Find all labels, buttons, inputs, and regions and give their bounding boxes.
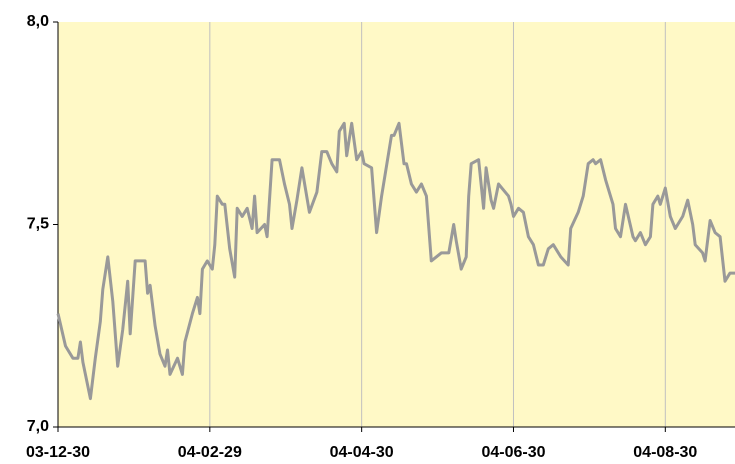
data-line [56, 121, 735, 401]
x-tick-label: 04-06-30 [481, 444, 545, 461]
y-tick-label: 7,5 [27, 216, 49, 233]
y-tick-label: 7,0 [27, 418, 49, 435]
x-tick-label: 03-12-30 [26, 444, 90, 461]
x-tick-label: 04-02-29 [178, 444, 242, 461]
x-tick-label: 04-08-30 [633, 444, 697, 461]
plot-area [58, 22, 735, 427]
y-tick-label: 8,0 [27, 13, 49, 30]
x-tick-label: 04-04-30 [330, 444, 394, 461]
